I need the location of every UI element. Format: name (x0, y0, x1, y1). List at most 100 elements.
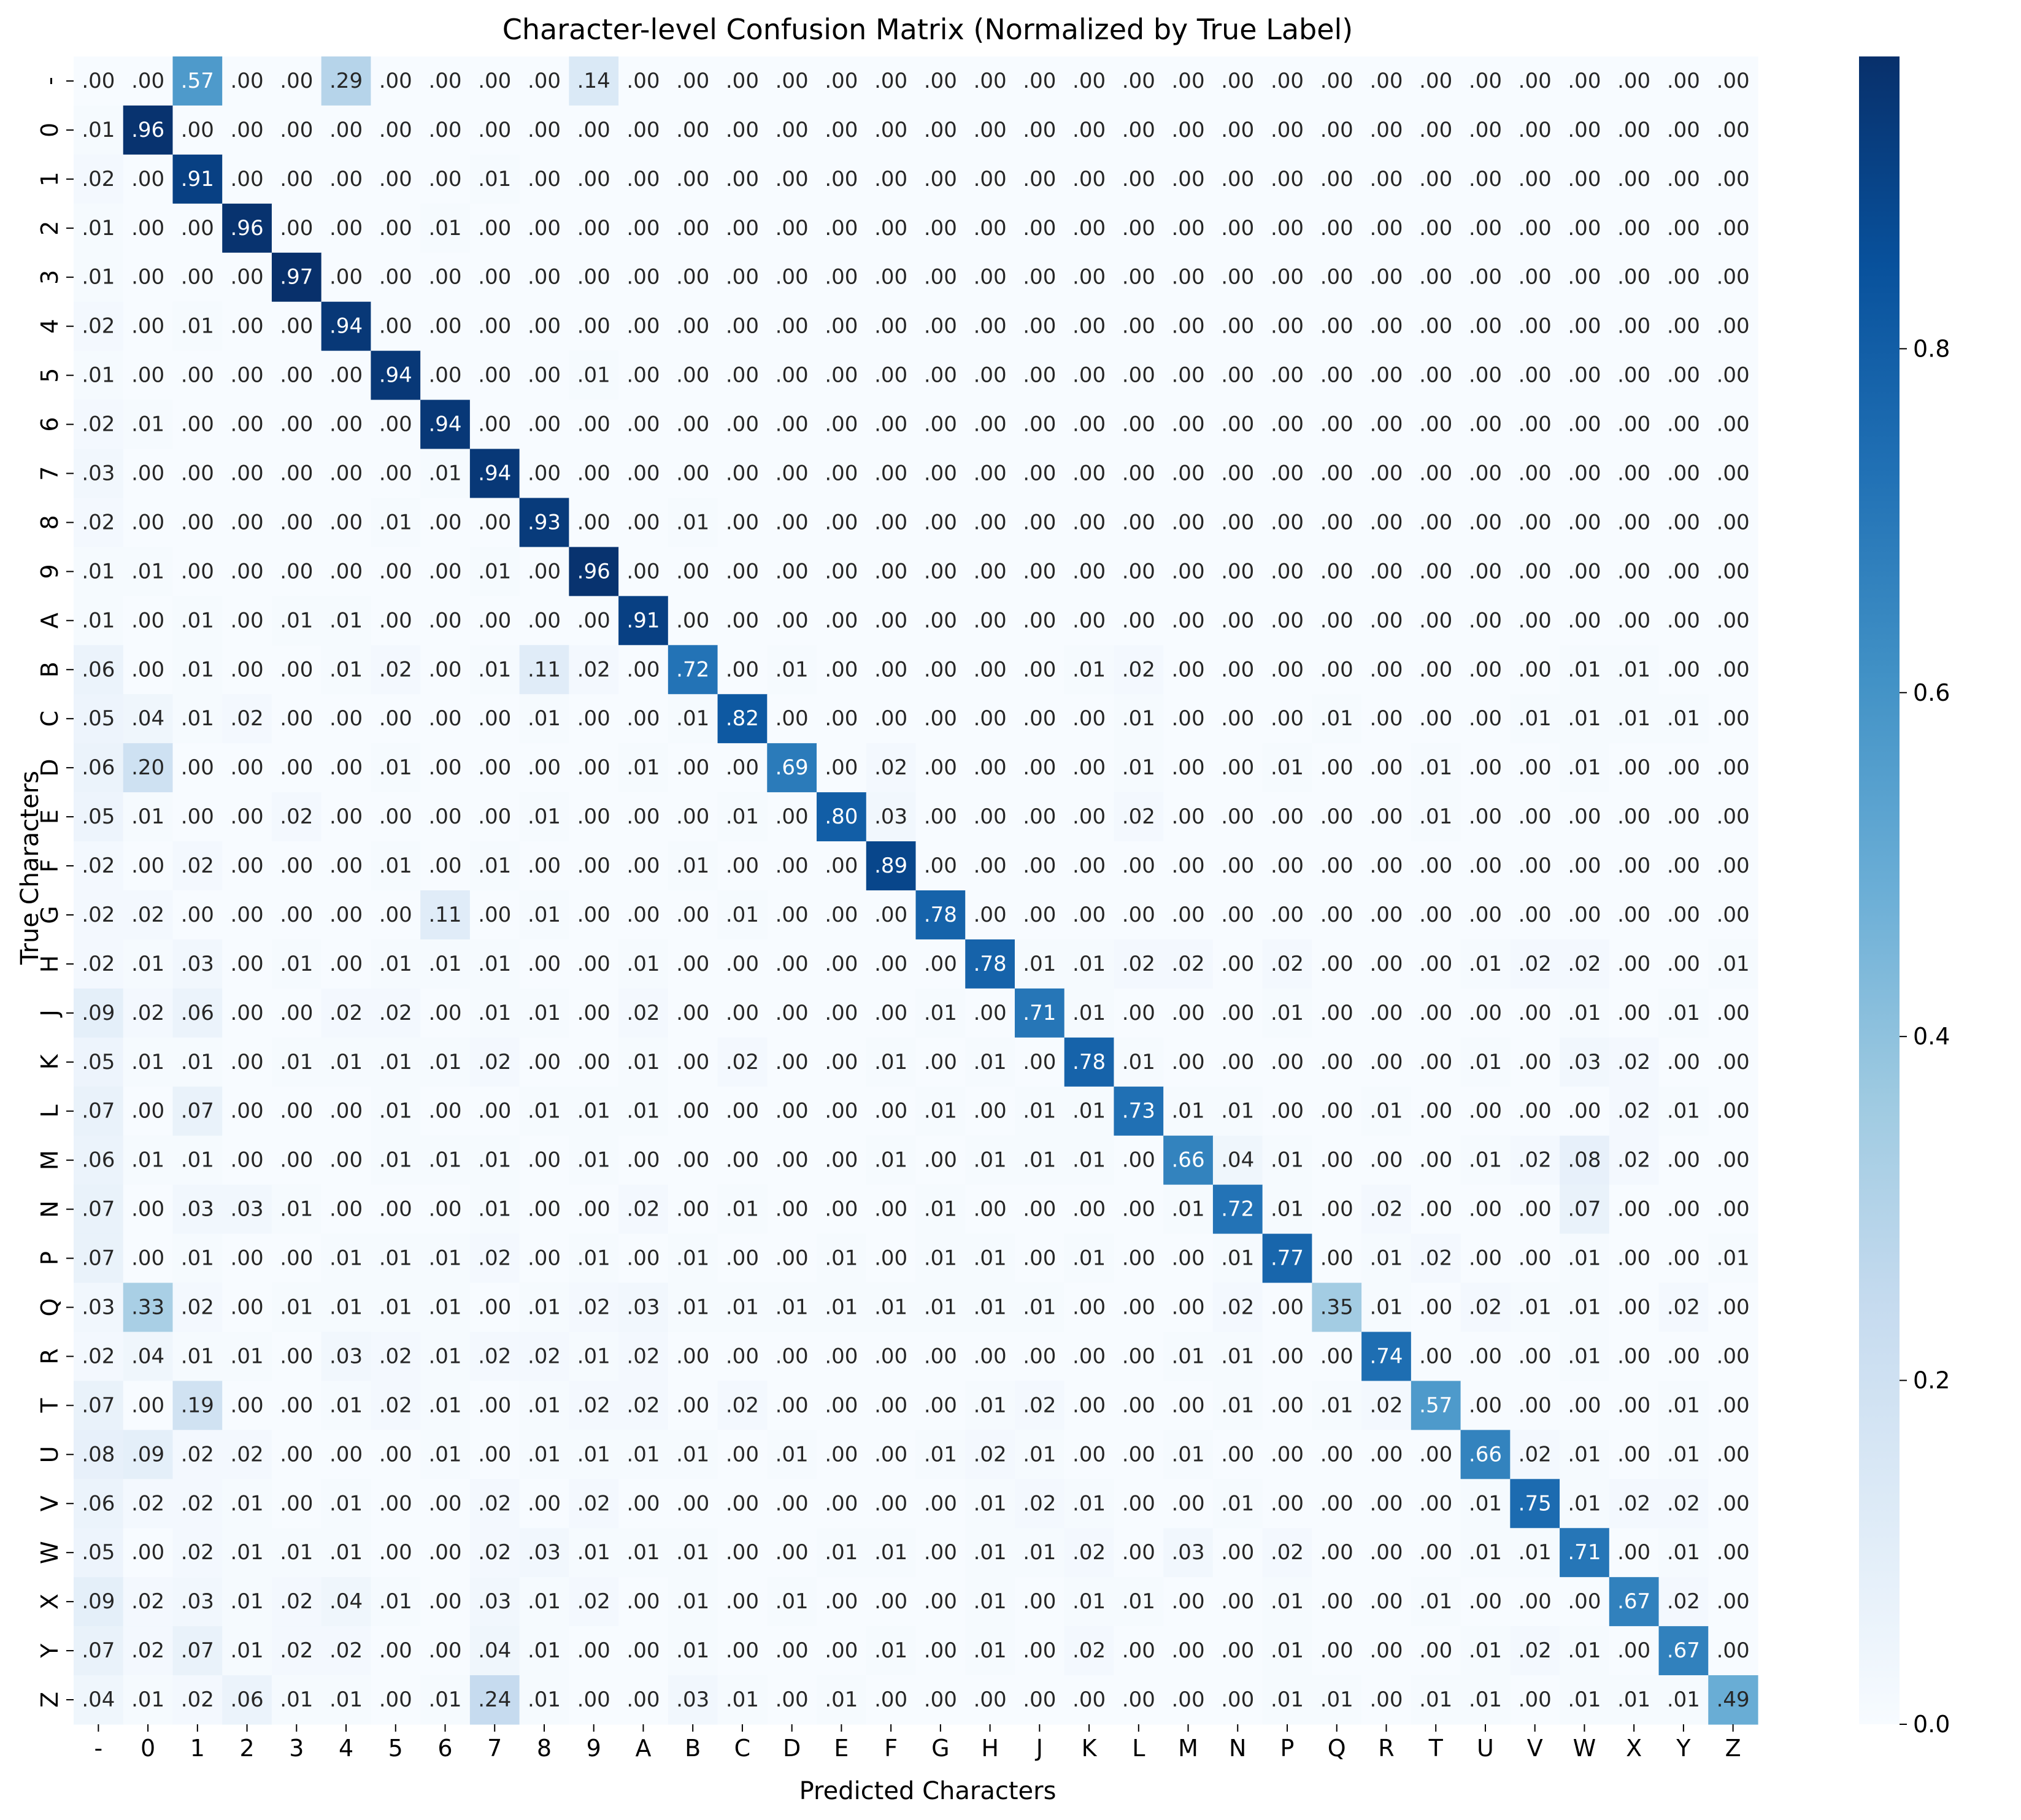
heatmap-cell (717, 399, 768, 450)
heatmap-cell (569, 547, 619, 596)
cell-value-label: .01 (1469, 1687, 1502, 1712)
cell-value-label: .96 (577, 559, 610, 584)
cell-value-label: .01 (1271, 1687, 1304, 1712)
cell-value-label: .01 (1221, 1393, 1254, 1417)
heatmap-cell (172, 350, 223, 401)
cell-value-label: .00 (974, 903, 1007, 927)
cell-value-label: .00 (1469, 69, 1502, 93)
cell-value-label: .00 (874, 1393, 907, 1417)
cell-value-label: .00 (1667, 952, 1700, 976)
y-tick-label: X (36, 1594, 63, 1610)
cell-value-label: .00 (626, 510, 660, 534)
cell-value-label: .00 (974, 69, 1007, 93)
heatmap-cell (717, 105, 768, 155)
cell-value-label: .01 (478, 854, 511, 878)
heatmap-cell (1014, 56, 1065, 106)
cell-value-label: .00 (1519, 559, 1552, 584)
cell-value-label: .00 (1419, 1638, 1452, 1663)
heatmap-cell (1064, 792, 1115, 842)
heatmap-cell (321, 252, 372, 303)
cell-value-label: .00 (825, 1001, 858, 1025)
cell-value-label: .00 (379, 608, 412, 633)
heatmap-cell (1708, 252, 1758, 303)
cell-value-label: .94 (478, 461, 511, 486)
cell-value-label: .01 (428, 216, 461, 241)
heatmap-cell (1658, 596, 1709, 646)
cell-value-label: .94 (379, 363, 412, 388)
cell-value-label: .00 (478, 1393, 511, 1417)
cell-value-label: .00 (1469, 657, 1502, 682)
heatmap-cell (222, 792, 272, 842)
heatmap-cell (1014, 154, 1065, 204)
cell-value-label: .00 (776, 167, 809, 191)
cell-value-label: .02 (974, 1442, 1007, 1467)
heatmap-cell (1361, 399, 1412, 450)
cell-value-label: .00 (131, 314, 164, 339)
cell-value-label: .00 (379, 804, 412, 829)
cell-value-label: .00 (131, 854, 164, 878)
cell-value-label: .07 (82, 1099, 115, 1124)
cell-value-label: .00 (776, 1148, 809, 1173)
cell-value-label: .00 (924, 854, 957, 878)
cell-value-label: .00 (1221, 804, 1254, 829)
cell-value-label: .00 (974, 216, 1007, 241)
heatmap-cell (1560, 498, 1610, 548)
cell-value-label: .72 (676, 657, 709, 682)
heatmap-cell (420, 841, 471, 891)
cell-value-label: .00 (974, 510, 1007, 534)
cell-value-label: .02 (82, 314, 115, 339)
cell-value-label: .00 (874, 69, 907, 93)
y-tick-label: T (36, 1398, 63, 1413)
cell-value-label: .00 (626, 69, 660, 93)
cell-value-label: .00 (874, 1099, 907, 1124)
heatmap-cell (1361, 56, 1412, 106)
cell-value-label: .00 (1320, 1050, 1353, 1074)
cell-value-label: .00 (1271, 1344, 1304, 1368)
cell-value-label: .00 (924, 69, 957, 93)
cell-value-label: .00 (676, 118, 709, 142)
cell-value-label: .00 (1172, 167, 1205, 191)
heatmap-cell (618, 743, 669, 793)
cell-value-label: .00 (776, 1001, 809, 1025)
heatmap-cell (767, 596, 817, 646)
heatmap-cell (321, 792, 372, 842)
heatmap-cell (1212, 301, 1263, 352)
heatmap-cell (1510, 203, 1560, 253)
heatmap-cell (1312, 792, 1362, 842)
cell-value-label: .02 (82, 412, 115, 437)
heatmap-cell (817, 449, 867, 499)
cell-value-label: .00 (874, 1197, 907, 1222)
y-tick-label: V (36, 1495, 63, 1511)
cell-value-label: .00 (181, 363, 214, 388)
heatmap-cell (321, 890, 372, 940)
heatmap-cell (74, 645, 124, 695)
cell-value-label: .00 (1122, 854, 1155, 878)
cell-value-label: .02 (280, 1638, 313, 1663)
heatmap-cell (1609, 154, 1660, 204)
x-tick-label: P (1280, 1735, 1295, 1762)
cell-value-label: .00 (1072, 1687, 1106, 1712)
heatmap-cell (569, 105, 619, 155)
heatmap-cell (915, 890, 966, 940)
cell-value-label: .00 (1172, 216, 1205, 241)
heatmap-cell (1609, 498, 1660, 548)
cell-value-label: .00 (428, 854, 461, 878)
heatmap-cell (420, 56, 471, 106)
cell-value-label: .03 (1172, 1540, 1205, 1565)
cell-value-label: .00 (1469, 755, 1502, 780)
cell-value-label: .00 (329, 903, 363, 927)
cell-value-label: .01 (577, 1442, 610, 1467)
heatmap-cell (1262, 841, 1312, 891)
heatmap-cell (965, 350, 1015, 401)
cell-value-label: .00 (924, 1491, 957, 1516)
cell-value-label: .00 (776, 314, 809, 339)
cell-value-label: .14 (577, 69, 610, 93)
cell-value-label: .09 (82, 1589, 115, 1614)
heatmap-cell (1014, 252, 1065, 303)
cell-value-label: .01 (478, 559, 511, 584)
y-tick-label: Z (36, 1692, 63, 1708)
cell-value-label: .00 (1717, 216, 1750, 241)
cell-value-label: .01 (924, 1099, 957, 1124)
heatmap-cell (1312, 399, 1362, 450)
y-tick-label: B (36, 661, 63, 677)
